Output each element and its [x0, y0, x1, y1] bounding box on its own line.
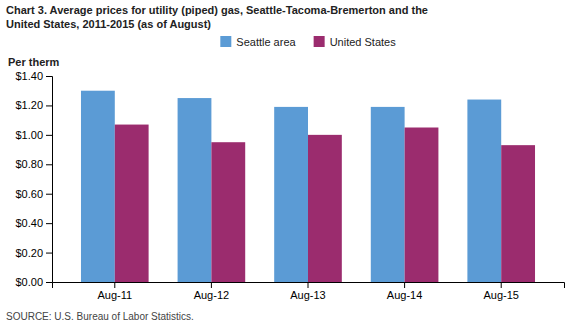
legend-label: United States [330, 36, 397, 48]
bar [274, 107, 308, 282]
x-tick-label: Aug-11 [97, 289, 132, 301]
y-tick: $0.20 [15, 247, 52, 259]
bar [405, 128, 439, 283]
x-tick-mark [501, 282, 502, 288]
x-tick: Aug-12 [194, 282, 229, 301]
bar [81, 91, 115, 282]
bar [211, 142, 245, 282]
bar-series [81, 91, 501, 282]
x-tick: Aug-14 [387, 282, 422, 301]
y-tick-label: $0.40 [15, 217, 43, 229]
y-tick-mark [46, 282, 52, 283]
legend-item: Seattle area [220, 36, 296, 48]
x-tick-mark [114, 282, 115, 288]
y-tick: $1.00 [15, 129, 52, 141]
y-tick-mark [46, 223, 52, 224]
bar [501, 145, 535, 282]
source-note: SOURCE: U.S. Bureau of Labor Statistics. [6, 311, 194, 322]
x-tick-label: Aug-14 [387, 289, 422, 301]
bar-series [115, 125, 535, 282]
y-tick: $0.40 [15, 217, 52, 229]
y-tick-mark [46, 194, 52, 195]
y-tick: $1.20 [15, 99, 52, 111]
x-tick-label: Aug-12 [194, 289, 229, 301]
y-tick-label: $0.80 [15, 158, 43, 170]
legend-item: United States [314, 36, 397, 48]
legend-swatch [220, 36, 231, 47]
y-tick-label: $1.40 [15, 70, 43, 82]
x-tick: Aug-13 [290, 282, 325, 301]
chart: Chart 3. Average prices for utility (pip… [0, 0, 579, 326]
y-axis-label: Per therm [8, 56, 60, 68]
legend-label: Seattle area [236, 36, 296, 48]
y-tick: $0.80 [15, 158, 52, 170]
x-axis-line [53, 283, 565, 289]
plot: $0.00 $0.20 $0.40 $0.60 $0.80 $1.00 $1.20 $1.40… [15, 70, 564, 301]
x-tick-mark [404, 282, 405, 288]
y-axis-line [46, 77, 53, 283]
bar [178, 98, 212, 282]
y-tick-mark [46, 105, 52, 106]
x-axis: Aug-11 Aug-12 Aug-13 Aug-14 Aug-15 [53, 282, 565, 301]
legend-swatch [314, 36, 325, 47]
y-tick: $1.40 [15, 70, 52, 82]
y-tick: $0.60 [15, 188, 52, 200]
y-tick-label: $0.60 [15, 188, 43, 200]
y-tick: $0.00 [15, 276, 52, 288]
x-tick-label: Aug-13 [290, 289, 325, 301]
title: Chart 3. Average prices for utility (pip… [6, 4, 428, 30]
y-tick-mark [46, 135, 52, 136]
bars [81, 91, 535, 282]
bar [467, 100, 501, 282]
x-tick-label: Aug-15 [483, 289, 518, 301]
y-tick-mark [46, 76, 52, 77]
title-line: Chart 3. Average prices for utility (pip… [6, 4, 428, 16]
x-tick-mark [308, 282, 309, 288]
bar [371, 107, 405, 282]
y-tick-label: $1.00 [15, 129, 43, 141]
legend: Seattle area United States [220, 36, 396, 48]
x-tick-mark [211, 282, 212, 288]
bar [115, 125, 149, 282]
y-tick-mark [46, 164, 52, 165]
y-tick-mark [46, 253, 52, 254]
x-tick: Aug-11 [97, 282, 132, 301]
y-axis: $0.00 $0.20 $0.40 $0.60 $0.80 $1.00 $1.20 $1.40 [15, 70, 52, 288]
y-tick-label: $0.20 [15, 247, 43, 259]
title-line: United States, 2011-2015 (as of August) [6, 18, 211, 30]
x-tick: Aug-15 [483, 282, 518, 301]
y-tick-label: $0.00 [15, 276, 43, 288]
bar [308, 135, 342, 282]
y-tick-label: $1.20 [15, 99, 43, 111]
